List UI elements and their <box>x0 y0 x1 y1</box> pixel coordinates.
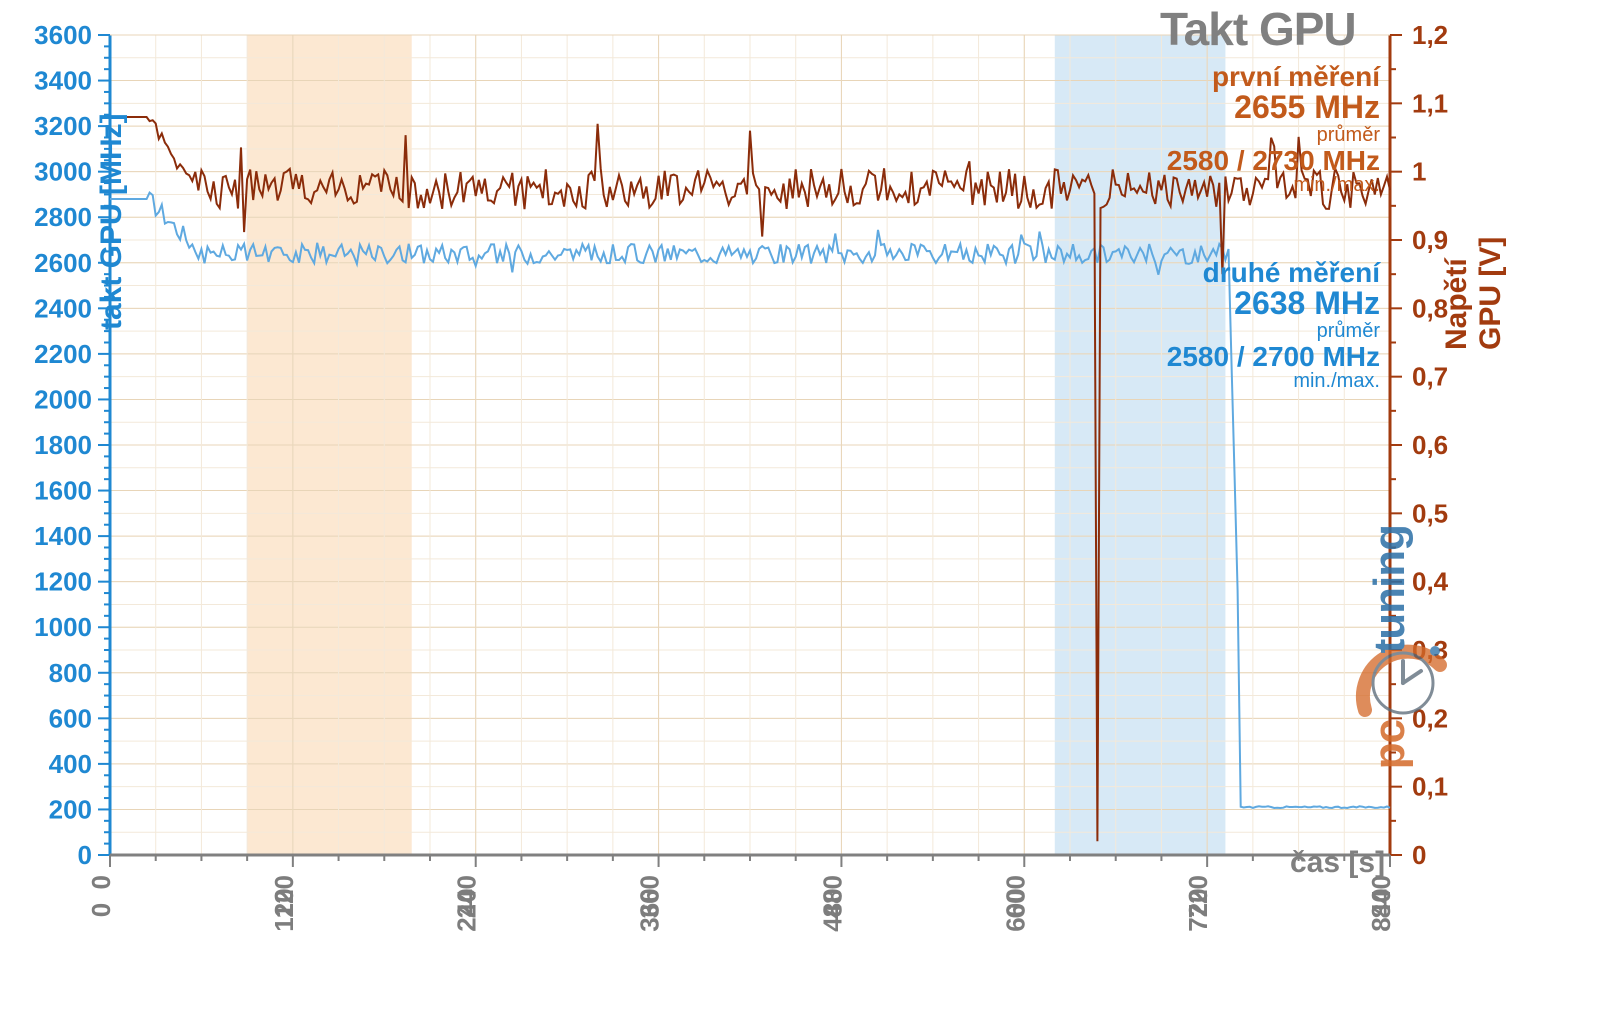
watermark-pc: pc <box>1365 720 1415 769</box>
svg-text:840: 840 <box>1366 875 1396 918</box>
anno-first-avg: 2655 MHz <box>1090 91 1380 125</box>
svg-text:2000: 2000 <box>34 384 92 414</box>
svg-text:1200: 1200 <box>34 567 92 597</box>
anno-first-range-label: min./max. <box>1090 175 1380 196</box>
watermark-tuning: tuning <box>1365 525 1415 653</box>
svg-text:1600: 1600 <box>34 476 92 506</box>
svg-text:3600: 3600 <box>34 20 92 50</box>
svg-text:2800: 2800 <box>34 202 92 232</box>
svg-text:0,6: 0,6 <box>1412 430 1448 460</box>
annotation-second: druhé měření 2638 MHz průměr 2580 / 2700… <box>1090 258 1380 392</box>
svg-text:0: 0 <box>86 903 116 917</box>
svg-text:800: 800 <box>49 658 92 688</box>
svg-text:2200: 2200 <box>34 339 92 369</box>
svg-text:0: 0 <box>78 840 92 870</box>
svg-text:0,1: 0,1 <box>1412 772 1448 802</box>
svg-text:480: 480 <box>817 875 847 918</box>
svg-text:0,7: 0,7 <box>1412 362 1448 392</box>
svg-text:0: 0 <box>1412 840 1426 870</box>
svg-text:1,1: 1,1 <box>1412 88 1448 118</box>
svg-text:200: 200 <box>49 794 92 824</box>
svg-text:2400: 2400 <box>34 293 92 323</box>
anno-second-avg: 2638 MHz <box>1090 287 1380 321</box>
anno-second-range-label: min./max. <box>1090 371 1380 392</box>
svg-text:0,4: 0,4 <box>1412 567 1449 597</box>
svg-text:120: 120 <box>269 875 299 918</box>
anno-first-range: 2580 / 2730 MHz <box>1090 146 1380 175</box>
svg-text:400: 400 <box>49 749 92 779</box>
svg-text:2600: 2600 <box>34 248 92 278</box>
anno-second-title: druhé měření <box>1090 258 1380 287</box>
anno-first-title: první měření <box>1090 62 1380 91</box>
svg-text:3000: 3000 <box>34 157 92 187</box>
svg-text:3200: 3200 <box>34 111 92 141</box>
svg-text:1800: 1800 <box>34 430 92 460</box>
annotation-first: první měření 2655 MHz průměr 2580 / 2730… <box>1090 62 1380 196</box>
svg-text:600: 600 <box>49 703 92 733</box>
svg-text:1400: 1400 <box>34 521 92 551</box>
svg-text:0,5: 0,5 <box>1412 498 1448 528</box>
svg-text:240: 240 <box>452 875 482 918</box>
x-axis-label: čas [s] <box>1290 846 1385 880</box>
svg-text:1: 1 <box>1412 157 1426 187</box>
svg-text:600: 600 <box>1000 875 1030 918</box>
svg-text:1000: 1000 <box>34 612 92 642</box>
anno-first-avg-label: průměr <box>1090 125 1380 146</box>
anno-second-avg-label: průměr <box>1090 321 1380 342</box>
svg-text:360: 360 <box>635 875 665 918</box>
svg-text:0: 0 <box>86 875 116 889</box>
chart-container: 0200400600800100012001400160018002000220… <box>0 0 1600 1009</box>
svg-text:3400: 3400 <box>34 66 92 96</box>
chart-title: Takt GPU <box>1160 2 1356 56</box>
anno-second-range: 2580 / 2700 MHz <box>1090 342 1380 371</box>
y-right-label: Napětí GPU [V] <box>1440 190 1508 350</box>
svg-text:1,2: 1,2 <box>1412 20 1448 50</box>
svg-text:720: 720 <box>1183 875 1213 918</box>
y-left-label: takt GPU [MHz] <box>95 113 129 330</box>
